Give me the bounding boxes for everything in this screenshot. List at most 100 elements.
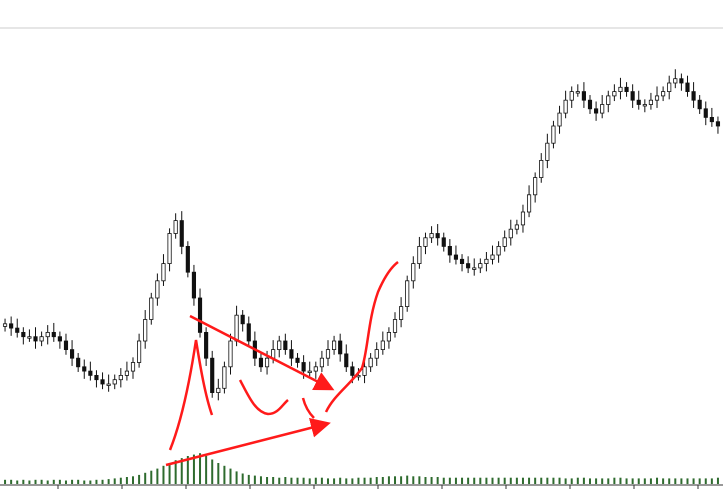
volume-bar — [259, 476, 262, 484]
candle — [137, 333, 142, 368]
candle — [685, 75, 690, 97]
candle-body — [514, 224, 519, 230]
candle-body — [600, 104, 605, 114]
candle-body — [264, 357, 270, 368]
candle-body — [648, 99, 654, 105]
volume-bar — [692, 478, 695, 484]
candle — [539, 153, 544, 183]
candle — [39, 331, 44, 347]
candle — [277, 335, 282, 358]
volume-bar — [302, 477, 305, 484]
candle-body — [350, 366, 355, 376]
volume-bar — [387, 476, 390, 484]
candle-body — [703, 108, 708, 118]
candle-body — [57, 336, 62, 342]
candle-body — [594, 108, 599, 114]
volume-bar — [266, 477, 269, 484]
candle-body — [642, 104, 647, 107]
candle — [289, 340, 294, 366]
candle-body — [197, 297, 203, 333]
volume-bar — [205, 456, 208, 484]
candle-body — [581, 91, 586, 101]
volume-bar — [223, 465, 226, 484]
volume-bar — [241, 473, 244, 484]
volume-bar — [156, 468, 159, 484]
candle-body — [472, 267, 477, 270]
volume-bar — [528, 477, 531, 484]
candle-body — [118, 374, 123, 381]
volume-bar — [107, 479, 110, 484]
volume-bar — [418, 476, 421, 484]
volume-bar — [656, 477, 659, 484]
candle-body — [618, 86, 623, 93]
candle — [520, 204, 526, 233]
candle-body — [362, 366, 367, 376]
wave-path-1 — [168, 339, 214, 451]
candle-body — [167, 233, 172, 265]
candle — [9, 316, 14, 336]
volume-bar — [430, 477, 433, 484]
candle — [124, 361, 129, 381]
candle-body — [459, 258, 465, 264]
candle-body — [411, 263, 416, 282]
candle — [575, 84, 580, 97]
candle-body — [673, 78, 678, 84]
volume-bar — [710, 478, 713, 484]
candle-body — [313, 366, 318, 372]
volume-bar — [716, 477, 719, 484]
volume-bar — [339, 477, 342, 484]
candle — [380, 331, 385, 355]
volume-bar — [631, 478, 634, 484]
candle — [106, 374, 111, 392]
volume-bar — [235, 471, 238, 484]
candle — [332, 335, 337, 355]
candle-body — [526, 194, 532, 213]
candle — [295, 353, 300, 368]
candle-body — [332, 340, 337, 351]
candle — [179, 211, 184, 255]
candle-body — [191, 271, 197, 299]
candle — [21, 327, 26, 345]
candle — [149, 292, 154, 325]
candle — [673, 69, 678, 89]
candle-body — [447, 245, 452, 256]
candle — [405, 275, 410, 312]
volume-bar — [16, 480, 19, 484]
volume-bar — [77, 479, 80, 484]
candle — [69, 340, 75, 366]
candle — [222, 361, 227, 394]
volume-bar — [168, 463, 171, 484]
volume-bar — [333, 478, 336, 484]
candle-body — [539, 159, 544, 178]
volume-bar — [400, 476, 403, 484]
volume-bar — [369, 477, 372, 484]
volume-bar — [101, 479, 104, 484]
volume-bar — [564, 478, 567, 484]
volume-bar — [412, 476, 415, 484]
candle — [545, 133, 550, 169]
volume-bar — [64, 480, 67, 484]
candle — [600, 95, 605, 119]
candle-body — [709, 117, 714, 123]
candle — [417, 236, 422, 269]
volume-bar — [253, 475, 256, 484]
volume-bar — [546, 477, 549, 484]
wave-path-2 — [238, 379, 289, 416]
volume-bar — [132, 476, 135, 484]
candle-body — [368, 357, 373, 368]
candle-body — [435, 233, 440, 239]
candle — [648, 92, 654, 110]
volume-bar — [22, 479, 25, 484]
candle — [557, 105, 562, 134]
candle-body — [679, 78, 684, 84]
candle — [118, 368, 123, 388]
volume-bar — [436, 477, 439, 484]
volume-bar — [89, 480, 92, 484]
candle — [88, 361, 93, 381]
candle — [63, 333, 69, 355]
candle-body — [685, 82, 690, 93]
candle-body — [624, 86, 629, 93]
volume-bar — [454, 477, 457, 484]
volume-bar — [10, 479, 13, 484]
candle — [344, 344, 349, 372]
